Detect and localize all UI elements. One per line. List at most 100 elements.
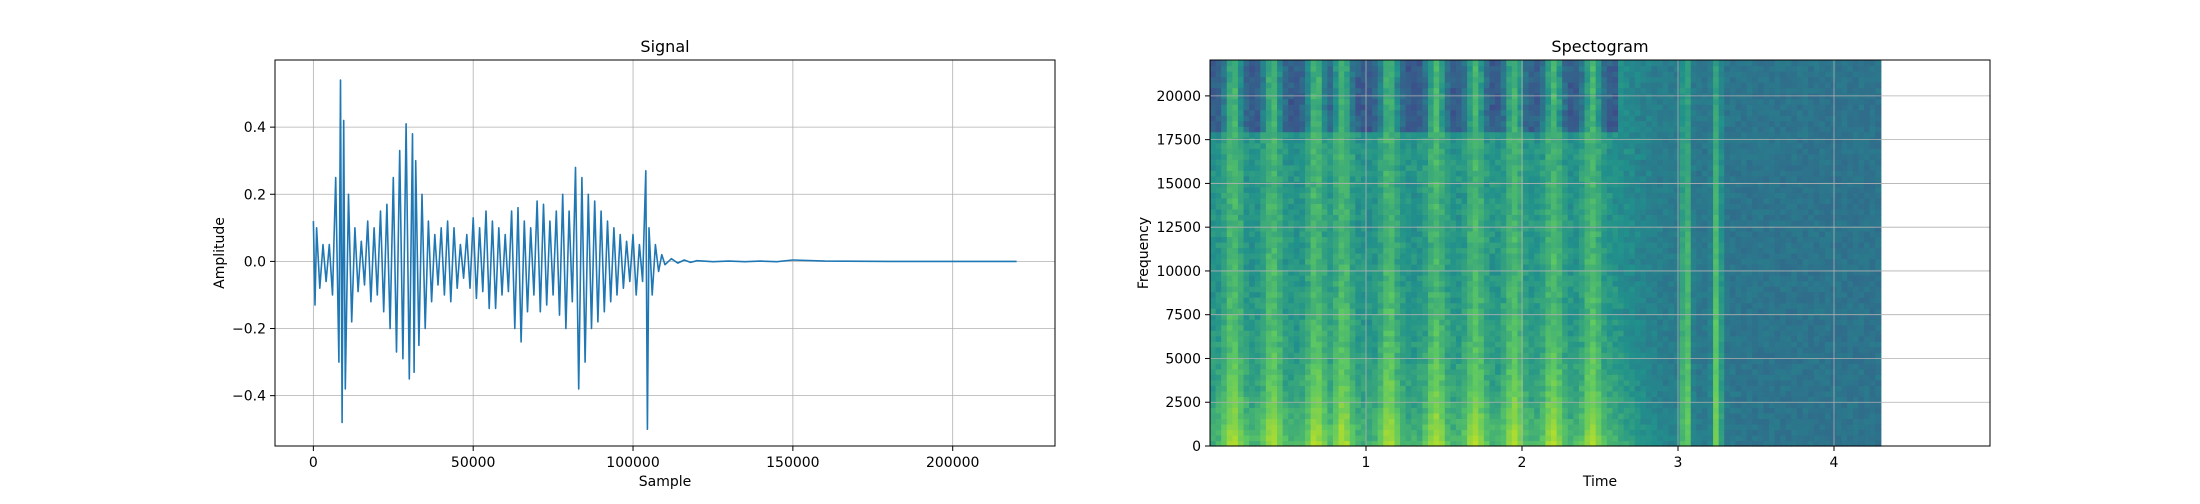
spectrogram-cell (1501, 192, 1507, 198)
spectrogram-cell (1517, 407, 1523, 413)
spectrogram-cell (1422, 170, 1428, 176)
spectrogram-cell (1456, 281, 1462, 287)
spectrogram-cell (1277, 396, 1283, 402)
spectrogram-cell (1456, 385, 1462, 391)
spectrogram-cell (1322, 203, 1328, 209)
spectrogram-cell (1490, 115, 1496, 121)
spectrogram-cell (1350, 308, 1356, 314)
spectrogram-cell (1590, 325, 1596, 331)
spectrogram-cell (1601, 187, 1607, 193)
spectrogram-cell (1367, 247, 1373, 253)
spectrogram-cell (1333, 203, 1339, 209)
spectrogram-cell (1517, 154, 1523, 160)
spectrogram-cell (1562, 319, 1568, 325)
spectrogram-cell (1501, 407, 1507, 413)
spectrogram-cell (1260, 259, 1266, 265)
spectrogram-cell (1221, 104, 1227, 110)
spectrogram-cell (1506, 380, 1512, 386)
spectrogram-cell (1490, 325, 1496, 331)
spectrogram-cell (1562, 374, 1568, 380)
spectrogram-cell (1311, 424, 1317, 430)
spectrogram-cell (1266, 225, 1272, 231)
spectrogram-cell (1490, 418, 1496, 424)
spectrogram-cell (1534, 336, 1540, 342)
spectrogram-cell (1484, 407, 1490, 413)
spectrogram-cell (1210, 407, 1216, 413)
spectrogram-cell (1227, 225, 1233, 231)
spectrogram-cell (1562, 341, 1568, 347)
spectrogram-cell (1311, 385, 1317, 391)
spectrogram-cell (1299, 259, 1305, 265)
spectrogram-cell (1473, 242, 1479, 248)
spectrogram-cell (1422, 396, 1428, 402)
spectrogram-cell (1389, 413, 1395, 419)
spectrogram-cell (1529, 231, 1535, 237)
spectrogram-cell (1506, 429, 1512, 435)
spectrogram-cell (1529, 369, 1535, 375)
spectrogram-cell (1344, 407, 1350, 413)
spectrogram-cell (1283, 110, 1289, 116)
spectrogram-cell (1327, 71, 1333, 77)
spectrogram-cell (1372, 341, 1378, 347)
spectrogram-cell (1210, 275, 1216, 281)
spectrogram-cell (1316, 435, 1322, 441)
spectrogram-cell (1305, 132, 1311, 138)
spectrogram-cell (1517, 308, 1523, 314)
spectrogram-cell (1422, 413, 1428, 419)
spectrogram-cell (1506, 115, 1512, 121)
spectrogram-cell (1355, 424, 1361, 430)
spectrogram-cell (1501, 369, 1507, 375)
spectrogram-cell (1596, 104, 1602, 110)
spectrogram-cell (1339, 99, 1345, 105)
spectrogram-cell (1294, 396, 1300, 402)
spectrogram-cell (1445, 259, 1451, 265)
spectrogram-cell (1478, 253, 1484, 259)
spectrogram-cell (1378, 385, 1384, 391)
spectrogram-cell (1562, 385, 1568, 391)
spectrogram-cell (1355, 60, 1361, 66)
spectrogram-cell (1540, 104, 1546, 110)
spectrogram-cell (1540, 275, 1546, 281)
spectrogram-cell (1339, 407, 1345, 413)
spectrogram-cell (1501, 363, 1507, 369)
spectrogram-cell (1372, 121, 1378, 127)
spectrogram-cell (1517, 380, 1523, 386)
spectrogram-cell (1495, 374, 1501, 380)
spectrogram-cell (1495, 297, 1501, 303)
spectrogram-cell (1227, 259, 1233, 265)
spectrogram-cell (1422, 121, 1428, 127)
spectrogram-cell (1573, 281, 1579, 287)
spectrogram-cell (1523, 242, 1529, 248)
spectrogram-cell (1534, 247, 1540, 253)
spectrogram-cell (1590, 303, 1596, 309)
spectrogram-cell (1227, 104, 1233, 110)
spectrogram-cell (1350, 264, 1356, 270)
spectrogram-cell (1501, 66, 1507, 72)
spectrogram-cell (1411, 110, 1417, 116)
spectrogram-cell (1411, 380, 1417, 386)
spectrogram-cell (1249, 319, 1255, 325)
spectrogram-cell (1322, 115, 1328, 121)
spectrogram-cell (1221, 187, 1227, 193)
spectrogram-cell (1473, 330, 1479, 336)
spectrogram-cell (1512, 418, 1518, 424)
spectrogram-cell (1294, 88, 1300, 94)
spectrogram-cell (1210, 424, 1216, 430)
spectrogram-cell (1590, 341, 1596, 347)
spectrogram-cell (1411, 88, 1417, 94)
spectrogram-cell (1573, 66, 1579, 72)
spectrogram-cell (1512, 60, 1518, 66)
spectrogram-cell (1473, 214, 1479, 220)
spectrogram-cell (1327, 352, 1333, 358)
spectrogram-cell (1294, 297, 1300, 303)
spectrogram-cell (1417, 82, 1423, 88)
spectrogram-cell (1540, 347, 1546, 353)
spectrogram-cell (1434, 176, 1440, 182)
spectrogram-cell (1232, 121, 1238, 127)
spectrogram-cell (1283, 242, 1289, 248)
spectrogram-cell (1316, 214, 1322, 220)
spectrogram-cell (1428, 148, 1434, 154)
spectrogram-cell (1238, 192, 1244, 198)
spectrogram-cell (1590, 347, 1596, 353)
spectrogram-cell (1596, 341, 1602, 347)
